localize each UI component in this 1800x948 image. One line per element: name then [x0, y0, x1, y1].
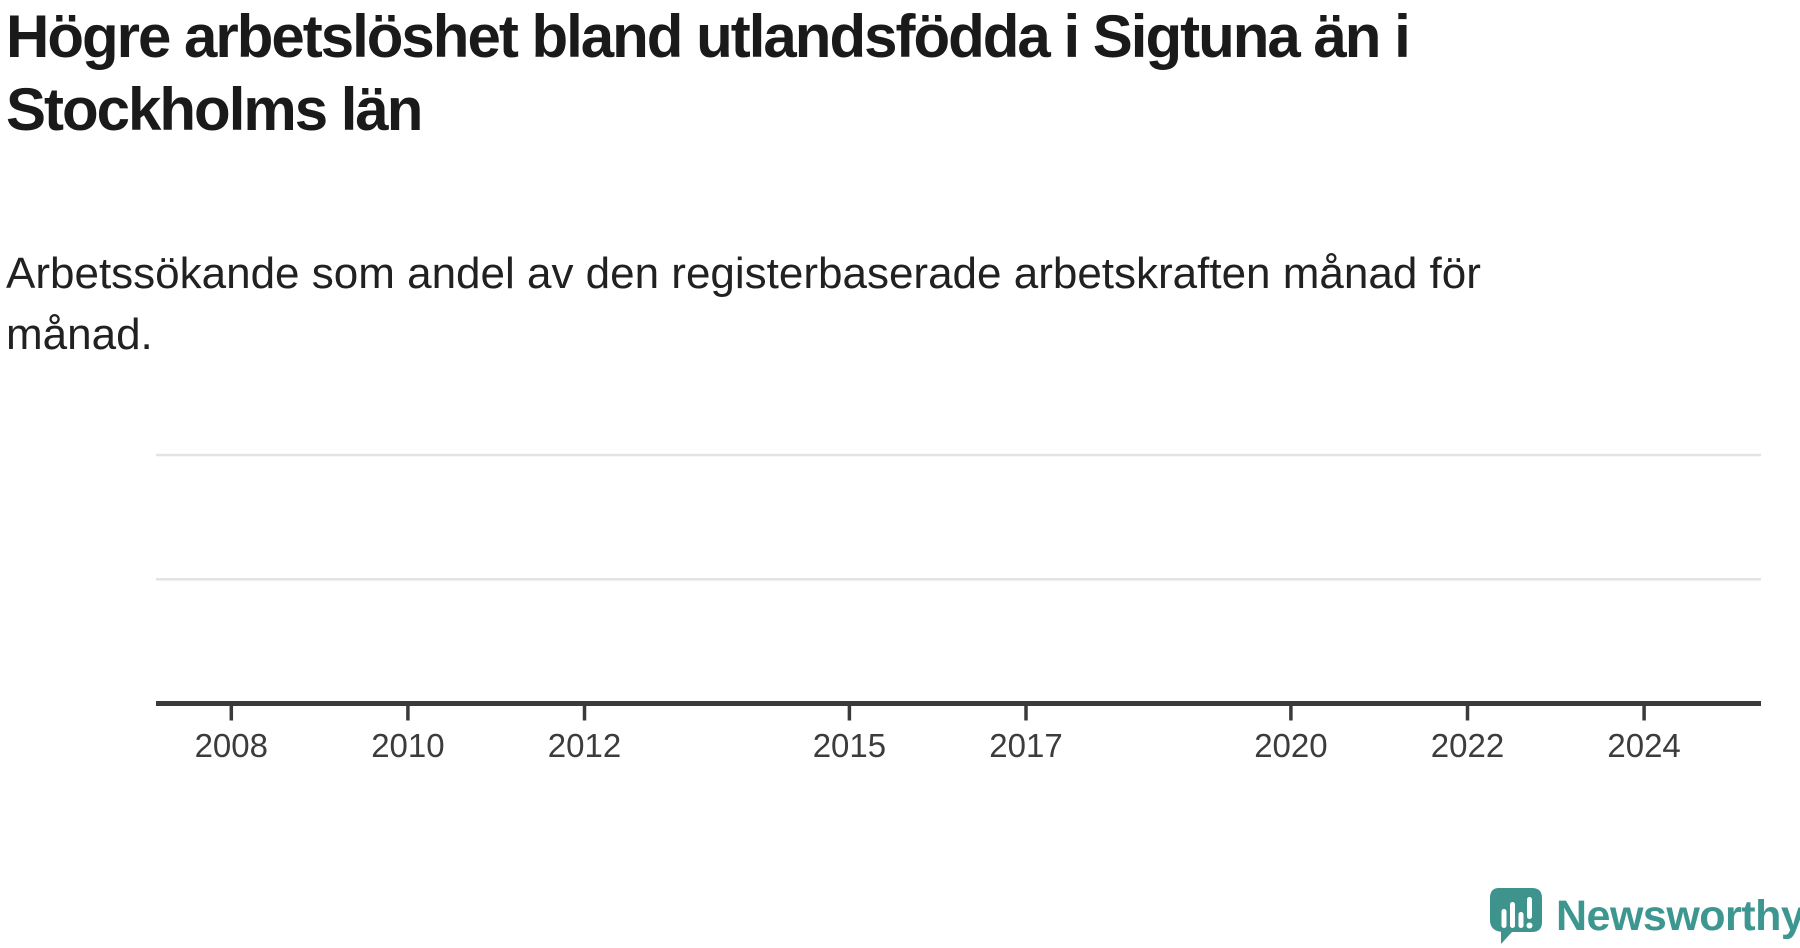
title-line-1: Högre arbetslöshet bland utlandsfödda i … [6, 3, 1411, 70]
page-subtitle: Arbetssökande som andel av den registerb… [6, 243, 1481, 365]
title-line-2: Stockholms län [6, 76, 423, 143]
exclamation-icon [1527, 897, 1532, 919]
bar-chart-icon [1501, 897, 1533, 929]
newsworthy-logo: Newsworthy [1490, 888, 1800, 944]
x-tick-label: 2015 [813, 727, 886, 764]
speech-bubble-shape [1490, 888, 1542, 944]
header: Högre arbetslöshet bland utlandsfödda i … [6, 0, 1411, 146]
subtitle-line-1: Arbetssökande som andel av den registerb… [6, 249, 1481, 298]
subtitle-line-2: månad. [6, 310, 153, 359]
x-tick-label: 2012 [548, 727, 621, 764]
logo-speech-bubble-icon [1490, 888, 1542, 944]
x-tick-label: 2022 [1431, 727, 1504, 764]
x-tick-label: 2017 [989, 727, 1062, 764]
x-tick-label: 2020 [1254, 727, 1327, 764]
logo-wordmark: Newsworthy [1556, 892, 1800, 940]
x-tick-label: 2010 [371, 727, 444, 764]
x-tick-label: 2024 [1607, 727, 1680, 764]
page-title: Högre arbetslöshet bland utlandsfödda i … [6, 0, 1411, 146]
x-tick-label: 2008 [195, 727, 268, 764]
